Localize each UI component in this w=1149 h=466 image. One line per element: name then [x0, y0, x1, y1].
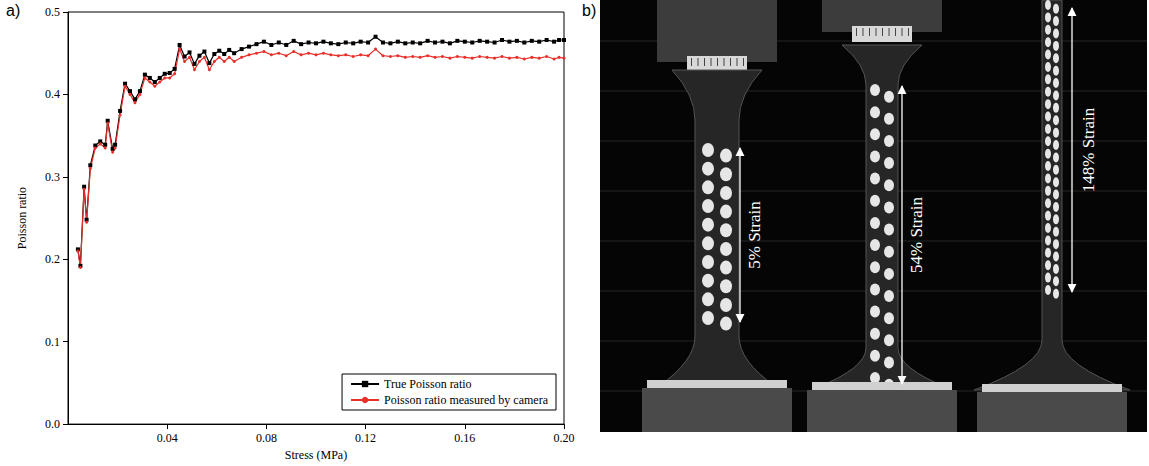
svg-text:0.2: 0.2	[45, 252, 60, 266]
svg-text:Stress (MPa): Stress (MPa)	[285, 448, 347, 462]
svg-text:0.1: 0.1	[45, 335, 60, 349]
svg-text:0.0: 0.0	[45, 417, 60, 431]
svg-text:0.16: 0.16	[454, 431, 475, 445]
svg-text:0.5: 0.5	[45, 5, 60, 19]
svg-text:0.3: 0.3	[45, 170, 60, 184]
svg-text:0.08: 0.08	[256, 431, 277, 445]
svg-text:0.04: 0.04	[157, 431, 178, 445]
html-text:b): b)	[582, 2, 597, 19]
html-text:a): a)	[6, 2, 21, 19]
svg-text:Poisson ratio: Poisson ratio	[15, 187, 29, 249]
svg-text:5% Strain: 5% Strain	[745, 201, 764, 269]
svg-text:0.12: 0.12	[355, 431, 376, 445]
svg-text:0.4: 0.4	[45, 87, 60, 101]
svg-text:0.20: 0.20	[554, 431, 575, 445]
svg-text:True Poisson ratio: True Poisson ratio	[384, 377, 472, 391]
svg-text:54% Strain: 54% Strain	[907, 196, 926, 273]
svg-text:148% Strain: 148% Strain	[1079, 107, 1098, 192]
svg-text:Poisson ratio measured by came: Poisson ratio measured by camera	[384, 393, 549, 407]
